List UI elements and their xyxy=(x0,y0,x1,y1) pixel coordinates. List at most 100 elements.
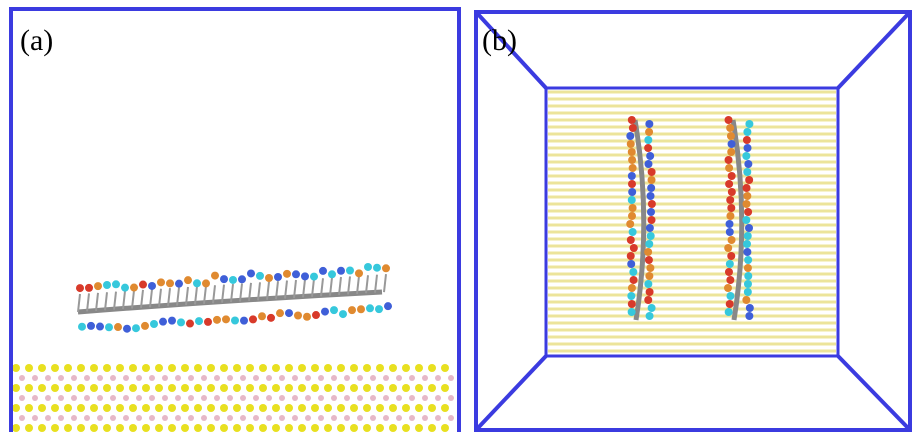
atom xyxy=(646,264,654,272)
atom xyxy=(644,136,652,144)
atom xyxy=(142,424,150,432)
panel-label: (b) xyxy=(482,24,517,57)
atom xyxy=(312,311,320,319)
atom xyxy=(415,404,423,412)
atom xyxy=(628,172,636,180)
atom xyxy=(644,280,652,288)
atom xyxy=(726,228,734,236)
atom xyxy=(389,404,397,412)
atom xyxy=(727,148,735,156)
atom xyxy=(428,384,436,392)
atom xyxy=(12,364,20,372)
atom xyxy=(376,364,384,372)
atom xyxy=(188,415,194,421)
atom xyxy=(285,404,293,412)
atom xyxy=(78,323,86,331)
atom xyxy=(97,375,103,381)
atom xyxy=(129,404,137,412)
atom xyxy=(357,395,363,401)
atom xyxy=(628,284,636,292)
atom xyxy=(249,315,257,323)
atom xyxy=(330,306,338,314)
atom xyxy=(726,260,734,268)
atom xyxy=(233,424,241,432)
atom xyxy=(103,281,111,289)
atom xyxy=(318,395,324,401)
atom xyxy=(155,384,163,392)
atom xyxy=(162,395,168,401)
atom xyxy=(168,404,176,412)
atom xyxy=(742,200,750,208)
atom xyxy=(97,415,103,421)
atom xyxy=(743,136,751,144)
atom xyxy=(202,279,210,287)
background xyxy=(0,0,913,432)
atom xyxy=(103,404,111,412)
atom xyxy=(743,128,751,136)
atom xyxy=(627,292,635,300)
atom xyxy=(38,404,46,412)
atom xyxy=(428,424,436,432)
atom xyxy=(162,375,168,381)
atom xyxy=(324,364,332,372)
atom xyxy=(110,395,116,401)
atom xyxy=(136,415,142,421)
atom xyxy=(728,188,736,196)
atom xyxy=(375,305,383,313)
atom xyxy=(629,124,637,132)
figure: (a) (b) xyxy=(0,0,913,432)
atom xyxy=(150,320,158,328)
atom xyxy=(266,375,272,381)
atom xyxy=(240,415,246,421)
atom xyxy=(246,384,254,392)
atom xyxy=(96,323,104,331)
atom xyxy=(130,284,138,292)
atom xyxy=(318,415,324,421)
atom xyxy=(350,424,358,432)
atom xyxy=(396,375,402,381)
atom xyxy=(129,424,137,432)
atom xyxy=(648,304,656,312)
atom xyxy=(337,384,345,392)
atom xyxy=(25,424,33,432)
atom xyxy=(337,364,345,372)
atom xyxy=(344,415,350,421)
atom xyxy=(274,273,282,281)
atom xyxy=(630,276,638,284)
atom xyxy=(726,276,734,284)
atom xyxy=(370,375,376,381)
atom xyxy=(175,375,181,381)
atom xyxy=(123,325,131,333)
atom xyxy=(324,404,332,412)
atom xyxy=(84,395,90,401)
atom xyxy=(19,415,25,421)
atom xyxy=(383,375,389,381)
atom xyxy=(25,364,33,372)
atom xyxy=(110,415,116,421)
atom xyxy=(121,284,129,292)
atom xyxy=(726,212,734,220)
atom xyxy=(227,415,233,421)
atom xyxy=(233,384,241,392)
atom xyxy=(285,364,293,372)
atom xyxy=(195,317,203,325)
atom xyxy=(646,312,654,320)
atom xyxy=(305,375,311,381)
atom xyxy=(441,364,449,372)
atom xyxy=(646,152,654,160)
atom xyxy=(363,364,371,372)
atom xyxy=(136,395,142,401)
atom xyxy=(247,269,255,277)
atom xyxy=(744,288,752,296)
atom xyxy=(298,364,306,372)
atom xyxy=(19,395,25,401)
atom xyxy=(148,282,156,290)
atom xyxy=(283,270,291,278)
atom xyxy=(743,184,751,192)
atom xyxy=(724,244,732,252)
atom xyxy=(357,375,363,381)
atom xyxy=(366,304,374,312)
atom xyxy=(45,395,51,401)
atom xyxy=(87,322,95,330)
atom xyxy=(448,395,454,401)
